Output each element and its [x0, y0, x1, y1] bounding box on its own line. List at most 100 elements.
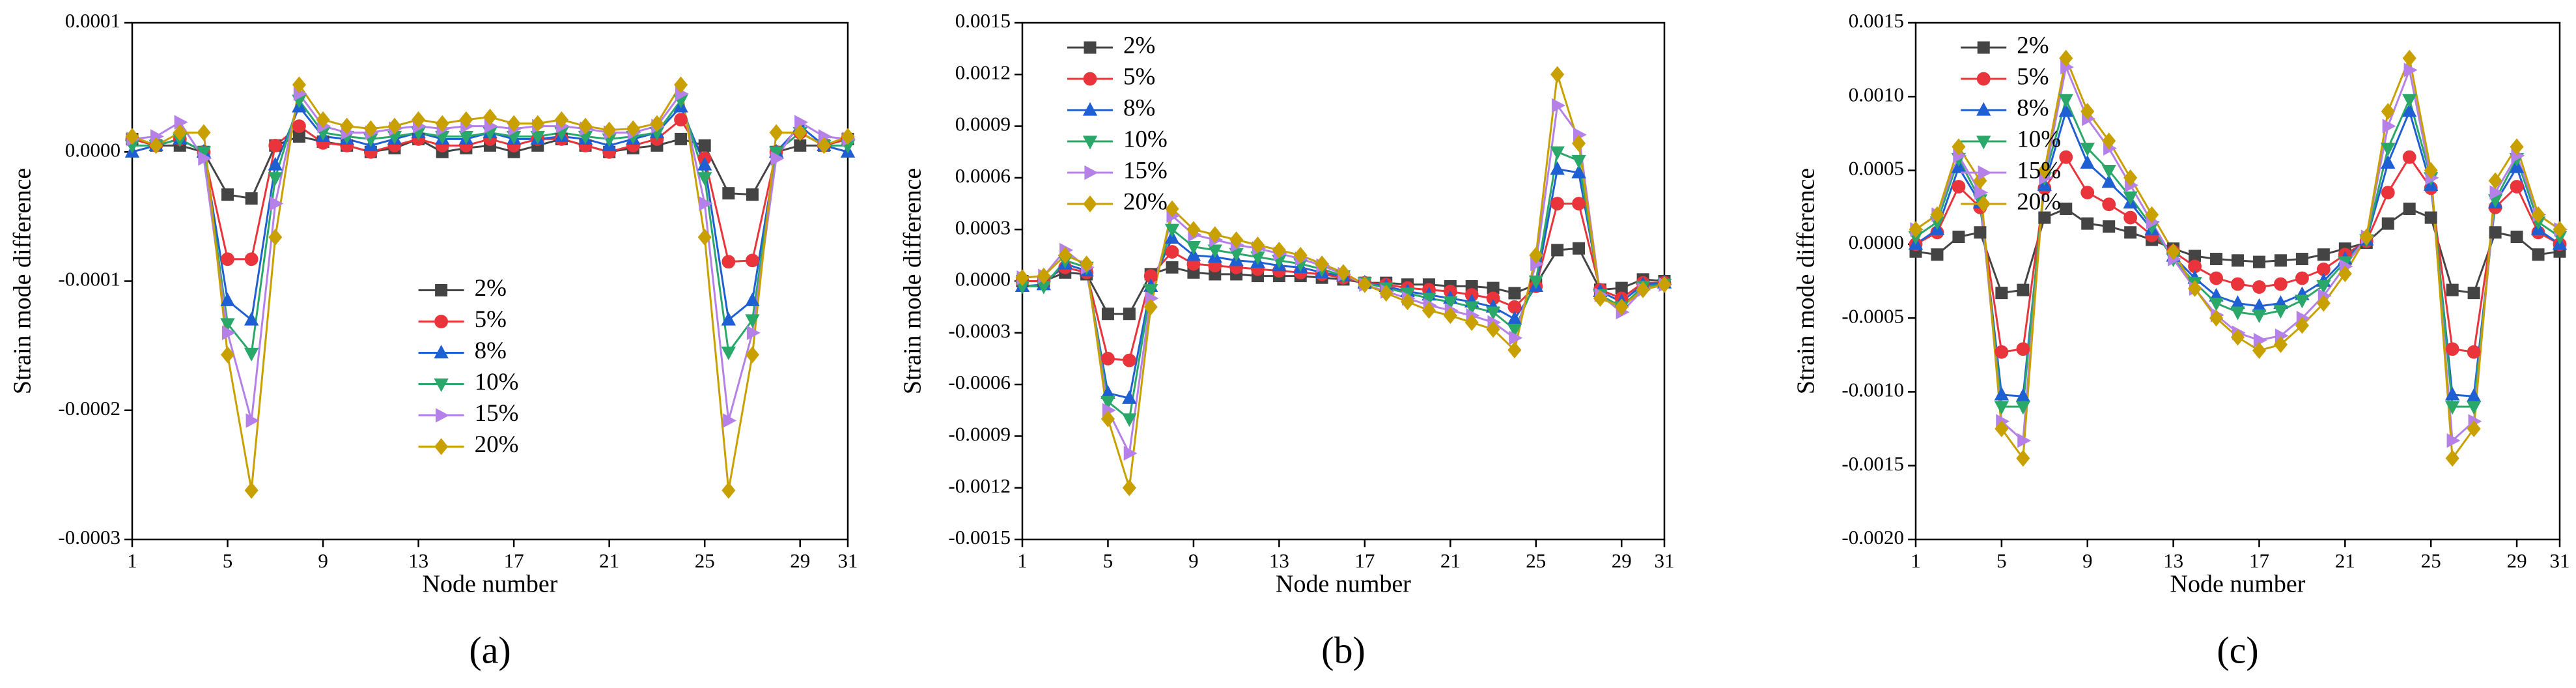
plot-frame [1914, 22, 2561, 541]
x-tick-label: 29 [1612, 549, 1632, 572]
marker [2446, 433, 2461, 448]
marker [1165, 245, 1179, 259]
panel-label: (a) [469, 629, 511, 671]
marker [2424, 162, 2438, 179]
marker [1507, 323, 1522, 337]
marker [2188, 280, 2202, 297]
legend-label: 20% [2017, 188, 2061, 215]
marker [2166, 243, 2181, 261]
marker [2037, 162, 2052, 179]
y-tick-label: 0.0015 [1849, 9, 1904, 32]
marker [2488, 172, 2502, 190]
marker [2553, 221, 2567, 238]
marker [1552, 98, 1565, 113]
marker [2080, 142, 2095, 156]
marker [2209, 271, 2223, 285]
marker [721, 346, 736, 360]
marker [1571, 164, 1586, 179]
marker [794, 139, 807, 152]
marker [220, 292, 235, 306]
marker [2274, 277, 2288, 291]
x-tick-label: 5 [1103, 549, 1113, 572]
marker [746, 325, 761, 340]
marker [2015, 401, 2031, 415]
x-tick-label: 13 [1269, 549, 1289, 572]
marker [1143, 284, 1158, 298]
x-tick-label: 25 [2421, 549, 2441, 572]
marker [675, 132, 688, 145]
marker [1401, 293, 1415, 311]
marker [2102, 197, 2116, 212]
marker [2444, 386, 2460, 401]
marker [721, 311, 736, 326]
marker [2058, 103, 2073, 117]
marker [2101, 164, 2116, 179]
marker [769, 124, 783, 141]
marker [1122, 479, 1136, 496]
legend-label: 8% [1123, 94, 1155, 121]
marker [1464, 313, 1479, 331]
marker [173, 124, 187, 141]
marker [2466, 401, 2482, 415]
marker [1551, 244, 1564, 257]
marker [1994, 401, 2009, 415]
marker [2017, 283, 2030, 296]
series-line [1915, 96, 2560, 408]
x-tick-label: 29 [790, 549, 810, 572]
marker [1272, 241, 1286, 259]
x-tick-label: 5 [1996, 549, 2007, 572]
marker [578, 117, 593, 135]
marker [554, 111, 568, 128]
marker [2124, 226, 2137, 239]
marker [221, 188, 234, 201]
marker [1952, 138, 1966, 156]
marker [697, 229, 712, 246]
marker [387, 117, 402, 135]
marker [531, 115, 545, 132]
x-tick-label: 1 [1911, 549, 1921, 572]
x-axis-label: Node number [423, 571, 558, 598]
legend-label: 10% [1123, 126, 1168, 152]
marker [1083, 72, 1097, 86]
marker [698, 139, 711, 152]
y-tick-label: -0.0015 [948, 526, 1011, 549]
marker [1315, 255, 1329, 273]
legend-label: 15% [1123, 157, 1168, 184]
x-tick-label: 25 [695, 549, 715, 572]
y-tick-label: -0.0003 [948, 319, 1011, 342]
marker [1336, 264, 1351, 281]
legend-label: 5% [1123, 63, 1155, 90]
marker [1573, 242, 1586, 255]
marker [292, 76, 306, 94]
marker [1931, 248, 1944, 261]
marker [220, 346, 235, 364]
y-tick-label: -0.0020 [1841, 526, 1904, 549]
x-tick-label: 25 [1526, 549, 1546, 572]
marker [1572, 197, 1586, 210]
marker [2403, 63, 2418, 78]
panel-label: (b) [1321, 629, 1365, 671]
marker [793, 124, 807, 141]
marker [746, 253, 759, 268]
y-tick-label: -0.0015 [1841, 452, 1904, 475]
marker [2531, 206, 2545, 223]
legend-label: 8% [475, 337, 507, 364]
x-tick-label: 9 [2082, 549, 2093, 572]
marker [198, 150, 212, 166]
series-line [1915, 63, 2560, 443]
marker [292, 119, 306, 134]
x-tick-label: 21 [1440, 549, 1461, 572]
marker [1186, 241, 1201, 255]
marker [507, 115, 521, 132]
marker [2446, 283, 2459, 296]
legend-label: 2% [1123, 32, 1155, 59]
y-axis-label: Strain mode difference [1793, 168, 1820, 395]
marker [1015, 269, 1029, 287]
marker [1976, 195, 1991, 212]
marker [1165, 200, 1179, 218]
marker [1952, 180, 1966, 194]
marker [1379, 285, 1393, 302]
x-tick-label: 31 [1655, 549, 1675, 572]
panel-label: (c) [2217, 629, 2258, 671]
